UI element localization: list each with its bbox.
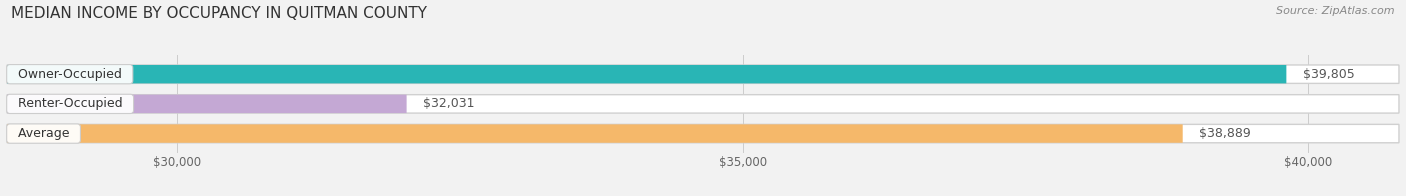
Text: $38,889: $38,889 [1199,127,1251,140]
Text: $39,805: $39,805 [1303,68,1355,81]
Text: Source: ZipAtlas.com: Source: ZipAtlas.com [1277,6,1395,16]
Text: Average: Average [10,127,77,140]
Text: Owner-Occupied: Owner-Occupied [10,68,129,81]
Text: $32,031: $32,031 [423,97,475,110]
FancyBboxPatch shape [7,124,1182,143]
FancyBboxPatch shape [7,124,1399,143]
Text: MEDIAN INCOME BY OCCUPANCY IN QUITMAN COUNTY: MEDIAN INCOME BY OCCUPANCY IN QUITMAN CO… [11,6,427,21]
FancyBboxPatch shape [7,65,1399,83]
Text: Renter-Occupied: Renter-Occupied [10,97,131,110]
FancyBboxPatch shape [7,65,1286,83]
FancyBboxPatch shape [7,95,406,113]
FancyBboxPatch shape [7,95,1399,113]
